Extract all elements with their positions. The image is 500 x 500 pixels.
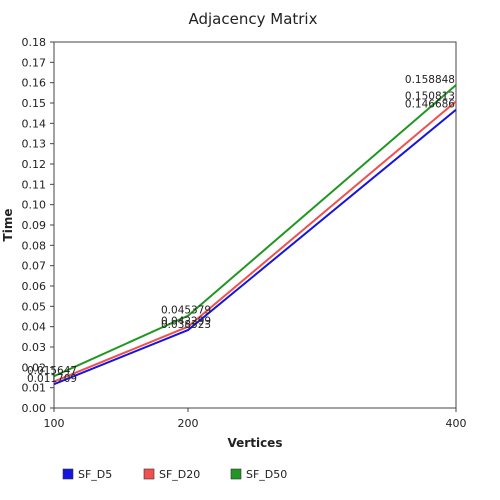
data-label: 0.146686 [405, 99, 455, 111]
y-tick-label: 0.17 [22, 56, 47, 69]
y-axis-ticks: 0.00 0.01 0.02 0.03 0.04 0.05 0.06 0.07 0.08 0.09… [22, 36, 54, 415]
series-line-sf_d20 [53, 100, 457, 383]
x-tick-label: 100 [44, 417, 65, 430]
data-label: 0.011709 [27, 373, 77, 385]
y-tick-label: 0.08 [22, 239, 47, 252]
data-labels: 0.011709 0.038323 0.146686 0.042299 0.150813… [27, 74, 455, 385]
y-tick-label: 0.04 [22, 321, 47, 334]
y-tick-label: 0.02 [22, 361, 47, 374]
y-tick-label: 0.09 [22, 219, 47, 232]
data-label: 0.045379 [161, 305, 211, 317]
y-tick-label: 0.10 [22, 199, 47, 212]
y-tick-label: 0.01 [22, 382, 47, 395]
series-lines [53, 84, 457, 386]
data-label: 0.038323 [161, 319, 211, 331]
y-tick-label: 0.03 [22, 341, 47, 354]
series-line-sf_d50 [53, 84, 457, 378]
legend-label: SF_D20 [159, 468, 200, 481]
legend-swatch-sf_d5 [62, 468, 74, 480]
x-axis-title: Vertices [228, 436, 283, 450]
legend-label: SF_D5 [78, 468, 112, 481]
y-tick-label: 0.00 [22, 402, 47, 415]
x-axis-ticks: 100 200 400 [44, 408, 467, 430]
legend: SF_D5 SF_D20 SF_D50 [62, 468, 287, 481]
legend-swatch-sf_d50 [230, 468, 242, 480]
data-label: 0.158848 [405, 74, 455, 86]
y-tick-label: 0.05 [22, 300, 47, 313]
data-label: 0.150813 [405, 90, 455, 102]
legend-label: SF_D50 [246, 468, 287, 481]
y-tick-label: 0.18 [22, 36, 47, 49]
y-tick-label: 0.14 [22, 117, 47, 130]
y-tick-label: 0.15 [22, 97, 47, 110]
chart-title: Adjacency Matrix [189, 10, 318, 28]
x-tick-label: 400 [446, 417, 467, 430]
y-tick-label: 0.07 [22, 260, 47, 273]
data-label: 0.042299 [161, 316, 211, 328]
legend-swatch-sf_d20 [143, 468, 155, 480]
y-tick-label: 0.06 [22, 280, 47, 293]
y-tick-label: 0.13 [22, 138, 47, 151]
data-label: 0.015647 [27, 365, 77, 377]
x-tick-label: 200 [178, 417, 199, 430]
y-tick-label: 0.11 [22, 178, 47, 191]
y-axis-title: Time [1, 209, 15, 242]
plot-area-frame [53, 41, 457, 409]
y-tick-label: 0.12 [22, 158, 47, 171]
series-line-sf_d5 [53, 108, 457, 386]
y-tick-label: 0.16 [22, 77, 47, 90]
